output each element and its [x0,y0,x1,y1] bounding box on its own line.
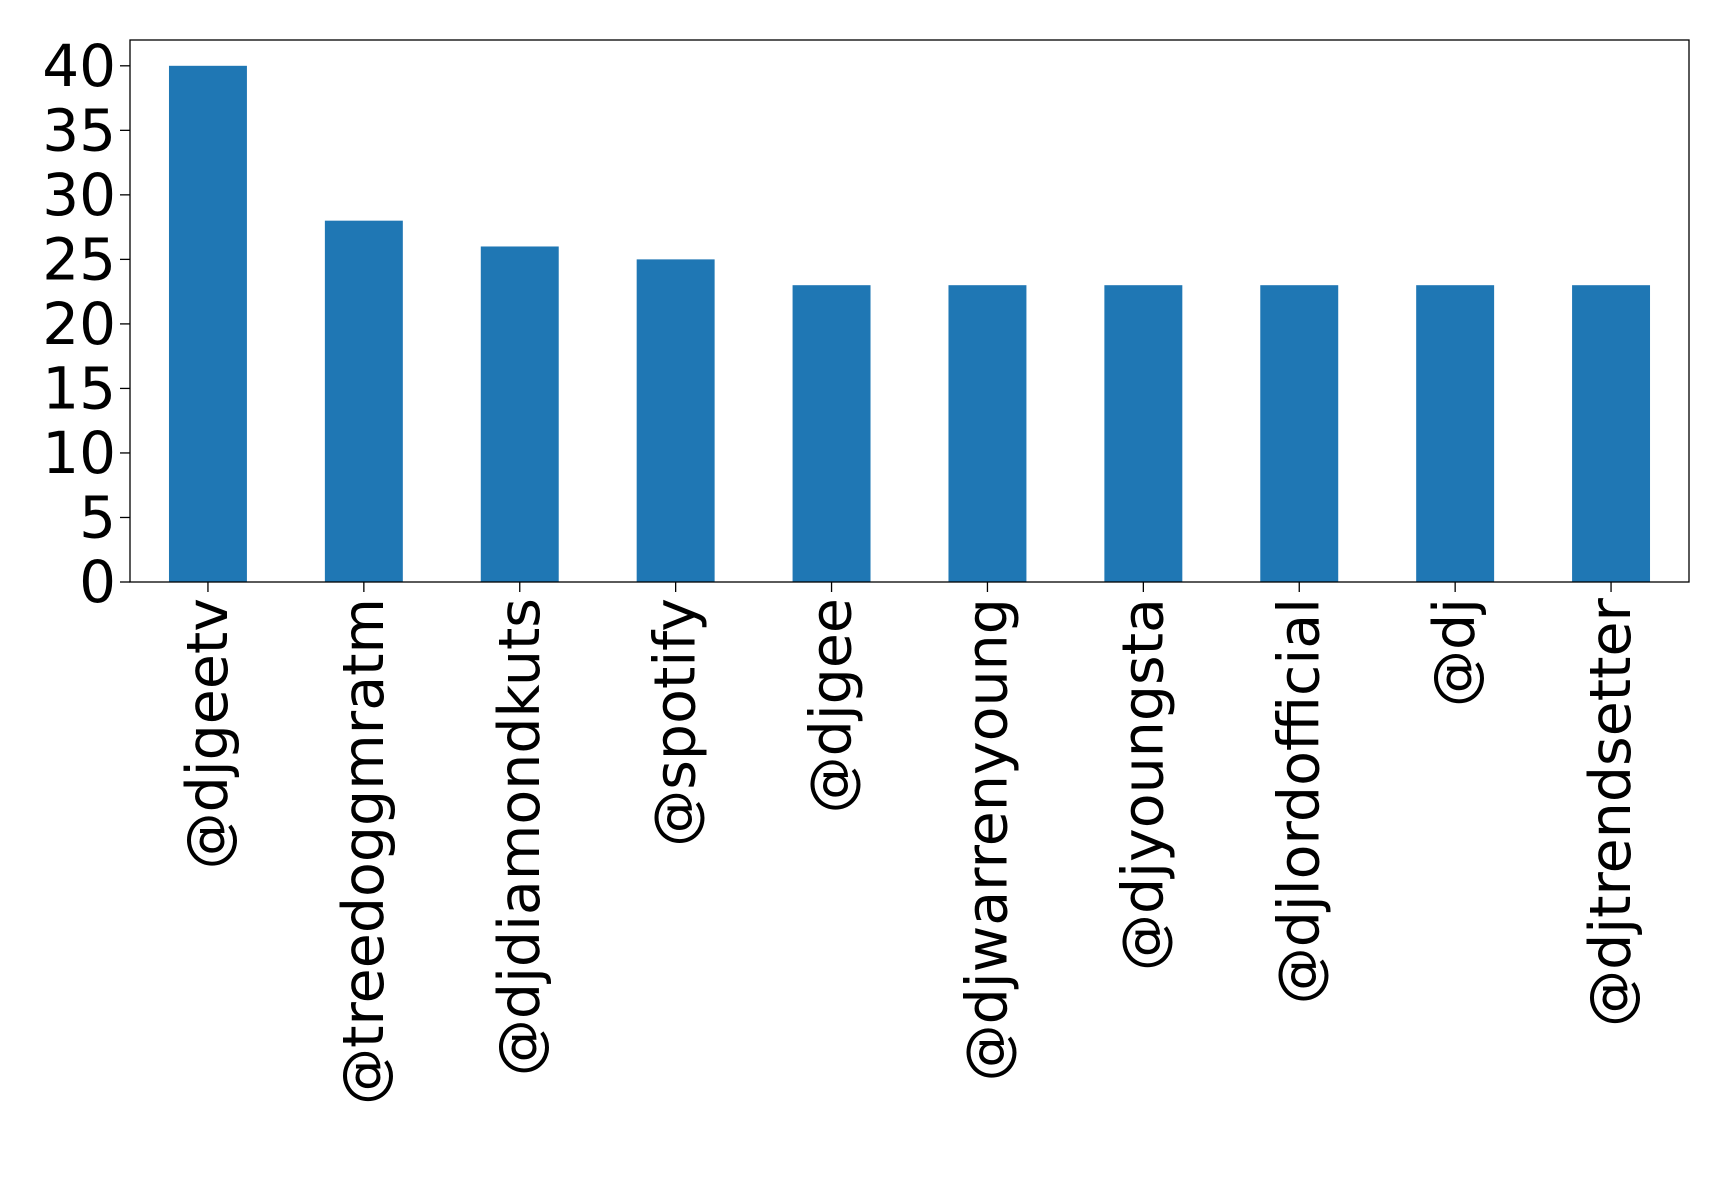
x-tick-label: @dj [1422,598,1488,707]
bar-djlordofficial [1260,285,1339,582]
bar-djgee [792,285,871,582]
bar-djdiamondkuts [480,246,559,582]
y-tick-label: 0 [79,548,116,616]
bar-djyoungsta [1104,285,1183,582]
y-tick-label: 30 [42,161,116,229]
bar-treedoggmratm [324,220,403,582]
plot-frame [129,39,1690,583]
y-tick-label: 25 [42,225,116,293]
y-tick-label: 15 [42,354,116,422]
x-axis: @djgeetv @treedoggmratm @djdiamondkuts @spo… [175,582,1644,1105]
x-tick-label: @spotify [643,598,709,847]
y-tick-label: 40 [42,32,116,100]
bars-layer [168,65,1651,583]
x-tick-label: @djwarrenyoung [954,598,1020,1081]
x-tick-label: @djgeetv [175,598,241,869]
x-tick-label: @djgee [799,598,865,813]
bar-djtrendsetter [1572,285,1651,582]
y-tick-label: 5 [79,483,116,551]
bar-spotify [636,259,715,582]
x-tick-label: @djyoungsta [1110,598,1176,971]
y-tick-label: 20 [42,290,116,358]
x-tick-label: @djlordofficial [1266,598,1332,1004]
y-tick-label: 35 [42,96,116,164]
bar-dj [1416,285,1495,582]
x-tick-label: @treedoggmratm [331,598,397,1105]
y-tick-label: 10 [42,419,116,487]
bar-djwarrenyoung [948,285,1027,582]
x-tick-label: @djtrendsetter [1578,597,1644,1026]
bar-djgeetv [168,65,247,583]
x-tick-label: @djdiamondkuts [487,598,553,1076]
